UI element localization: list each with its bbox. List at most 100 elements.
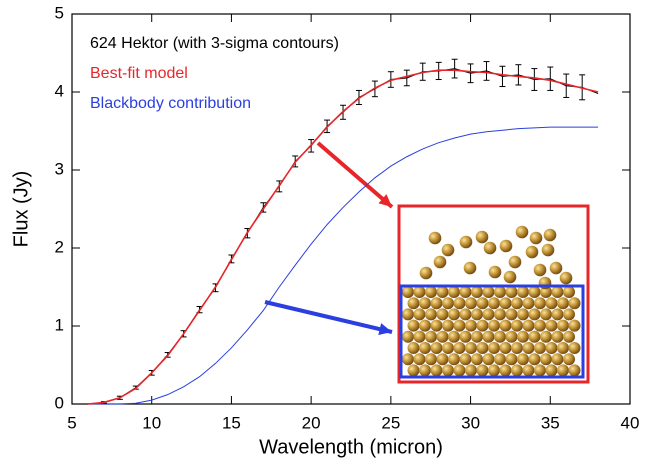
- grain: [522, 342, 535, 354]
- grain: [425, 286, 437, 298]
- grain: [488, 364, 500, 377]
- grain: [517, 330, 529, 343]
- grain: [442, 319, 454, 332]
- grain: [522, 297, 535, 310]
- grain: [557, 364, 569, 377]
- grain: [499, 342, 512, 354]
- grain: [476, 342, 489, 354]
- grain: [488, 297, 500, 310]
- grain: [436, 330, 449, 343]
- grain: [557, 319, 569, 332]
- grain: [557, 297, 569, 310]
- grain: [430, 297, 443, 310]
- grain: [425, 330, 437, 343]
- grain: [453, 364, 466, 377]
- grain: [402, 286, 414, 298]
- grain: [517, 353, 529, 366]
- grain: [545, 364, 558, 377]
- grain: [407, 342, 420, 354]
- grain: [525, 245, 539, 259]
- grain: [534, 342, 546, 354]
- grain: [459, 235, 473, 249]
- grain: [528, 308, 541, 321]
- grain: [402, 308, 414, 321]
- grain: [488, 265, 502, 279]
- grain: [413, 353, 426, 366]
- grain: [534, 319, 546, 332]
- arrow-head: [378, 323, 392, 336]
- grain: [540, 286, 552, 298]
- grain: [494, 308, 506, 321]
- grain: [436, 308, 449, 321]
- grain: [402, 353, 414, 366]
- grain: [551, 308, 564, 321]
- grain: [541, 243, 555, 257]
- grain: [540, 353, 552, 366]
- grain: [448, 308, 460, 321]
- grain: [505, 308, 518, 321]
- grain: [430, 364, 443, 377]
- grain: [448, 353, 460, 366]
- y-tick-label: 4: [55, 81, 64, 100]
- grain: [499, 364, 512, 377]
- grain: [425, 308, 437, 321]
- grain: [528, 286, 541, 298]
- grain: [448, 330, 460, 343]
- grain: [425, 353, 437, 366]
- grain: [476, 319, 489, 332]
- x-tick-label: 40: [621, 413, 640, 432]
- grain: [471, 353, 483, 366]
- grain: [543, 228, 557, 242]
- y-tick-label: 2: [55, 237, 64, 256]
- grain: [482, 286, 495, 298]
- grain: [413, 330, 426, 343]
- grain: [402, 330, 414, 343]
- grain: [419, 266, 433, 280]
- grain: [505, 286, 518, 298]
- grain: [430, 342, 443, 354]
- grain: [442, 297, 454, 310]
- grain: [459, 353, 472, 366]
- grain: [499, 319, 512, 332]
- bulk-box: [399, 284, 585, 379]
- grain: [533, 263, 547, 277]
- grain: [568, 342, 581, 354]
- grain: [441, 243, 455, 257]
- arrow-head: [378, 194, 392, 207]
- grain: [483, 241, 497, 255]
- x-tick-label: 20: [302, 413, 321, 432]
- grain: [471, 330, 483, 343]
- grain: [453, 342, 466, 354]
- grain: [551, 353, 564, 366]
- grain: [482, 330, 495, 343]
- grain: [540, 330, 552, 343]
- grain: [463, 261, 477, 275]
- grain: [568, 364, 581, 377]
- x-tick-label: 25: [381, 413, 400, 432]
- grain: [505, 353, 518, 366]
- grain: [471, 286, 483, 298]
- grain: [557, 342, 569, 354]
- grain: [459, 330, 472, 343]
- grain: [494, 353, 506, 366]
- grain: [545, 297, 558, 310]
- grain: [508, 255, 522, 269]
- grain: [534, 364, 546, 377]
- x-tick-label: 15: [222, 413, 241, 432]
- line: [87, 126, 599, 405]
- grain: [476, 364, 489, 377]
- grain: [476, 297, 489, 310]
- grain: [419, 297, 431, 310]
- grain: [494, 286, 506, 298]
- grain: [551, 330, 564, 343]
- grain: [559, 271, 573, 285]
- grain: [465, 342, 477, 354]
- grain: [453, 297, 466, 310]
- grain: [499, 297, 512, 310]
- arrow: [264, 300, 393, 334]
- grain: [413, 308, 426, 321]
- grain: [528, 353, 541, 366]
- grain: [407, 297, 420, 310]
- grain: [494, 330, 506, 343]
